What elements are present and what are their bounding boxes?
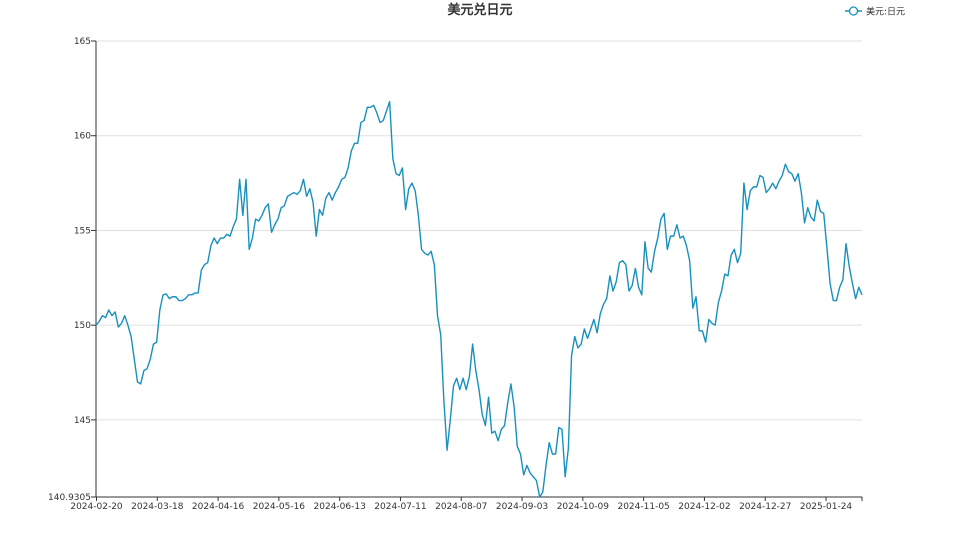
y-tick-label: 165 [74,37,91,47]
x-tick-label: 2024-03-18 [131,502,184,512]
legend-label: 美元:日元 [866,6,905,18]
x-tick-label: 2024-12-02 [678,502,730,512]
y-axis: 165 160 155 150 145 140.9305 [48,37,97,503]
legend-circle-icon [848,6,859,16]
grid-lines [96,40,862,421]
x-tick-label: 2024-10-09 [557,502,610,512]
x-tick-label: 2024-02-20 [70,502,123,512]
x-tick-label: 2024-07-11 [374,502,426,512]
x-tick-label: 2025-01-24 [800,502,853,512]
series [95,100,863,498]
x-tick-label: 2024-08-07 [435,502,487,512]
x-axis: 2024-02-20 2024-03-18 2024-04-16 2024-05-16… [70,496,863,512]
x-tick-label: 2024-04-16 [192,502,245,512]
y-tick-label: 140.9305 [48,493,91,503]
x-tick-label: 2024-06-13 [314,502,366,512]
y-tick-label: 145 [74,416,91,426]
x-tick-label: 2024-05-16 [253,502,306,512]
y-tick-label: 150 [74,321,91,331]
y-tick-label: 160 [74,132,91,142]
x-tick-label: 2024-11-05 [617,502,669,512]
x-tick-label: 2024-09-03 [496,502,548,512]
y-tick-label: 155 [74,226,91,236]
chart-title: 美元兑日元 [447,2,512,18]
legend[interactable]: 美元:日元 [845,6,905,18]
series-line-usd-jpy[interactable] [95,100,863,498]
x-tick-label: 2024-12-27 [739,502,791,512]
